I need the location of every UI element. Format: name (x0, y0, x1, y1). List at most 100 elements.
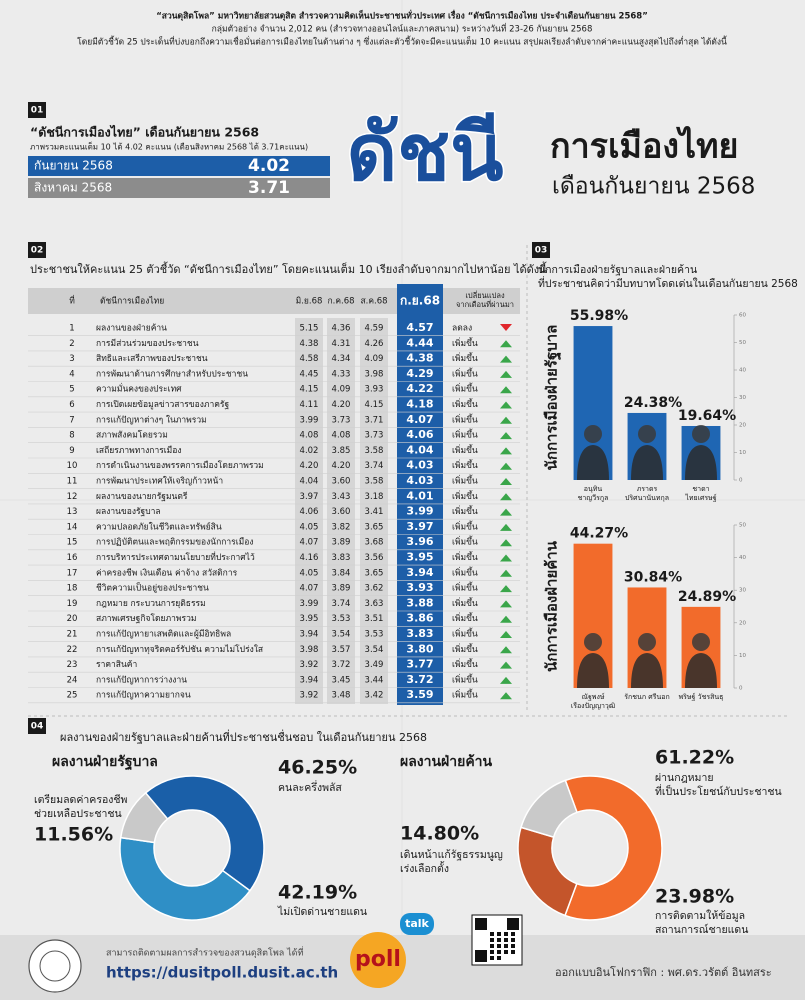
big-title: ดัชนี (347, 108, 504, 198)
table-cell: 4.31 (332, 339, 351, 349)
person-head (692, 425, 710, 443)
month-column-bg (327, 318, 355, 704)
table-cell: 3.93 (406, 581, 433, 594)
table-cell: 3.54 (365, 645, 384, 655)
table-cell: 3.51 (365, 614, 384, 624)
value-label: 61.22% (655, 747, 734, 769)
table-cell: การบริหารประเทศตามนโยบายที่ประกาศไว้ (96, 551, 255, 563)
table-cell: 3.74 (365, 461, 384, 471)
value-label: 24.38% (624, 395, 682, 411)
arrow-up (500, 539, 512, 547)
qr-dot (511, 944, 515, 948)
slice-label: ผ่านกฎหมายที่เป็นประโยชน์กับประชาชน (655, 772, 782, 798)
column-header: ที่ (69, 295, 75, 307)
x-tick-label: ชาดาไทยเศรษฐ์ (684, 485, 716, 502)
table-cell: 4.09 (332, 385, 351, 395)
arrow-up (500, 493, 512, 501)
table-cell: 3.89 (332, 538, 351, 548)
section-badge (28, 242, 46, 258)
table-cell: การแก้ปัญหาทุจริตคอร์รัปชัน ความไม่โปร่ง… (96, 644, 264, 655)
table-cell: กฎหมาย กระบวนการยุติธรรม (96, 599, 206, 609)
table-cell: เพิ่มขึ้น (452, 505, 478, 517)
table-cell: เพิ่มขึ้น (452, 367, 478, 379)
table-cell: เพิ่มขึ้น (452, 582, 478, 594)
table-cell: เพิ่มขึ้น (452, 643, 478, 655)
arrow-up (500, 554, 512, 562)
column-header: ก.ย.68 (400, 294, 440, 308)
table-cell: 3.65 (365, 522, 384, 532)
table-cell: 3.60 (332, 477, 351, 487)
current-month-column (397, 284, 443, 705)
table-cell: 18 (67, 584, 78, 594)
works-title: ผลงานของฝ่ายรัฐบาลและฝ่ายค้านที่ประชาชนช… (60, 729, 427, 744)
qr-finder (507, 918, 519, 930)
table-cell: ผลงานของนายกรัฐมนตรี (96, 491, 188, 502)
table-cell: 3.77 (406, 658, 433, 671)
x-tick-label: รักชนก ศรีนอก (624, 693, 669, 701)
table-cell: 4.04 (406, 443, 433, 456)
x-tick-label: ภราดรปริศนานันทกุล (625, 485, 669, 502)
table-cell: 3.84 (332, 568, 351, 578)
table-cell: เพิ่มขึ้น (452, 536, 478, 548)
table-cell: สิทธิและเสรีภาพของประชาชน (96, 353, 208, 364)
table-cell: 3.88 (406, 596, 433, 609)
table-cell: 22 (67, 645, 78, 655)
table-cell: การแก้ปัญหาต่างๆ ในภาพรวม (96, 414, 207, 425)
table-cell: การแก้ปัญหาการว่างงาน (96, 674, 187, 685)
table-cell: เพิ่มขึ้น (452, 459, 478, 471)
table-cell: 4.18 (406, 398, 433, 411)
arrow-up (500, 401, 512, 409)
y-tick-label: 60 (739, 313, 746, 319)
qr-dot (497, 932, 501, 936)
arrow-up (500, 585, 512, 593)
table-cell: เพิ่มขึ้น (452, 337, 478, 349)
arrow-up (500, 615, 512, 623)
table-cell: 3.73 (365, 431, 384, 441)
arrow-up (500, 661, 512, 669)
table-cell: 4.16 (300, 553, 319, 563)
slice-label: การติดตามให้ข้อมูลสถานการณ์ชายแดน (655, 909, 748, 936)
section-badge (28, 102, 46, 118)
chart-title: นักการเมืองฝ่ายรัฐบาล (543, 325, 562, 471)
y-tick-label: 10 (739, 450, 746, 456)
table-cell: 4.20 (300, 461, 319, 471)
arrow-up (500, 600, 512, 608)
table-cell: 4.05 (300, 568, 319, 578)
table-cell: 25 (67, 691, 78, 701)
table-cell: 5 (69, 385, 74, 395)
month-column-bg (360, 318, 388, 704)
table-cell: 3.94 (406, 566, 433, 579)
arrow-up (500, 340, 512, 348)
table-cell: 4.05 (300, 522, 319, 532)
y-tick-label: 30 (739, 395, 746, 401)
arrow-up (500, 631, 512, 638)
table-cell: 3.94 (300, 630, 319, 640)
table-cell: เพิ่มขึ้น (452, 413, 478, 425)
table-cell: เพิ่มขึ้น (452, 520, 478, 532)
big-subtitle: การเมืองไทย (550, 126, 738, 167)
month-column-bg (295, 318, 323, 704)
table-cell: 4.33 (332, 369, 351, 379)
table-cell: 3.83 (406, 627, 433, 640)
table-cell: 4.34 (332, 354, 351, 364)
person-head (584, 633, 602, 651)
table-cell: 3.53 (332, 614, 351, 624)
table-cell: 21 (67, 630, 78, 640)
table-cell: 16 (67, 553, 78, 563)
table-cell: 4.03 (406, 474, 433, 487)
table-cell: สภาพสังคมโดยรวม (96, 430, 168, 441)
index-subtitle: ภาพรวมคะแนนเต็ม 10 ได้ 4.02 คะแนน (เดือน… (30, 142, 308, 152)
arrow-down (500, 324, 512, 331)
qr-finder (475, 918, 487, 930)
table-cell: เพิ่มขึ้น (452, 566, 478, 578)
value-label: 44.27% (570, 526, 628, 542)
index-row (28, 156, 330, 176)
value-label: 30.84% (624, 569, 682, 585)
index-row-value: 3.71 (248, 178, 290, 198)
table-cell: 3.63 (365, 599, 384, 609)
table-cell: 15 (67, 538, 78, 548)
university-seal-inner (39, 950, 71, 982)
table-cell: เพิ่มขึ้น (452, 444, 478, 456)
section-number: 04 (31, 722, 44, 732)
table-cell: 3.80 (406, 642, 433, 655)
